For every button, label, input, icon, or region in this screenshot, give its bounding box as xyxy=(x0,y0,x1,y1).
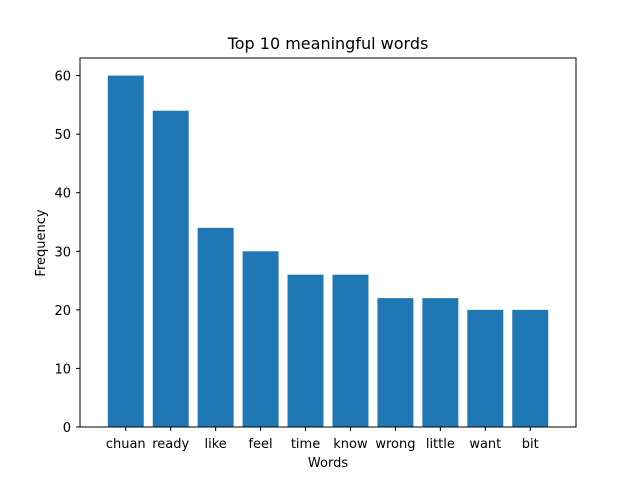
x-tick-label: want xyxy=(469,437,501,452)
y-tick-label: 20 xyxy=(54,304,71,319)
y-tick-label: 40 xyxy=(54,187,71,202)
bar-bit xyxy=(512,309,549,427)
y-tick-label: 30 xyxy=(54,245,71,260)
x-tick-label: ready xyxy=(152,437,189,452)
x-axis-ticks: chuan ready like feel time know wrong little wan… xyxy=(106,427,539,452)
bar-little xyxy=(422,298,459,427)
x-tick-label: know xyxy=(333,437,368,452)
x-tick-label: bit xyxy=(522,437,539,452)
x-tick-label: little xyxy=(426,437,455,452)
bar-know xyxy=(332,274,369,427)
bars-group xyxy=(107,75,549,428)
x-tick-label: feel xyxy=(248,437,272,452)
bar-chuan xyxy=(107,75,144,428)
x-tick-label: like xyxy=(205,437,227,452)
x-tick-label: wrong xyxy=(375,437,415,452)
y-tick-label: 0 xyxy=(63,421,71,436)
y-tick-label: 50 xyxy=(54,128,71,143)
plot-frame xyxy=(79,57,577,428)
x-axis-label: Words xyxy=(308,456,348,471)
bar-feel xyxy=(242,251,279,427)
y-tick-label: 10 xyxy=(54,362,71,377)
y-axis-ticks: 0 10 20 30 40 50 60 xyxy=(54,70,80,436)
bar-wrong xyxy=(377,298,414,427)
x-tick-label: chuan xyxy=(106,437,146,452)
bar-time xyxy=(287,274,324,427)
bar-want xyxy=(467,309,504,427)
x-tick-label: time xyxy=(291,437,320,452)
bar-ready xyxy=(152,110,189,427)
y-axis-label: Frequency xyxy=(34,209,49,276)
bar-like xyxy=(197,227,234,427)
y-tick-label: 60 xyxy=(54,70,71,85)
chart-title: Top 10 meaningful words xyxy=(227,34,429,53)
